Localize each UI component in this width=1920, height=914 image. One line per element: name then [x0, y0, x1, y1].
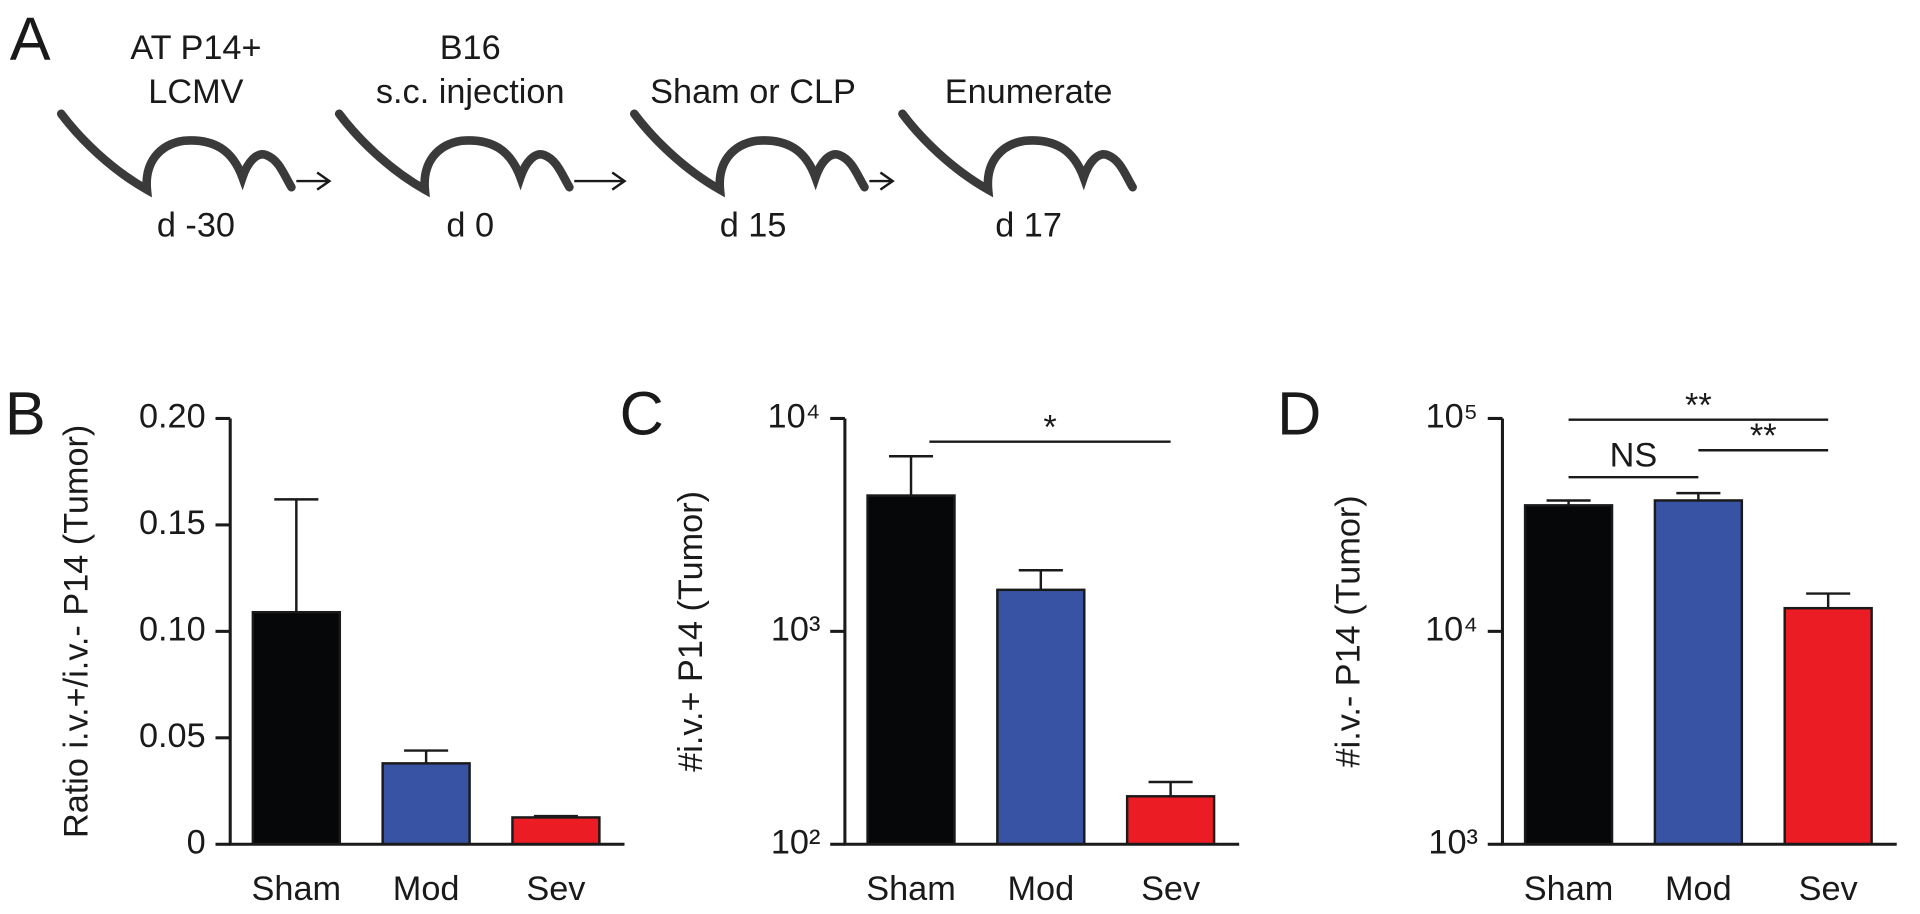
y-tick-label: 0.05 — [139, 717, 206, 755]
y-tick-label: 10³ — [1428, 823, 1478, 861]
panel-letter: D — [1277, 380, 1321, 448]
y-tick-label: 0.20 — [139, 398, 206, 436]
arrow-head — [879, 171, 895, 191]
mouse-icon — [898, 109, 1137, 198]
mouse-icon — [334, 109, 574, 198]
bar — [381, 762, 471, 846]
x-tick-label: Sev — [1799, 870, 1859, 908]
arrow-head — [611, 171, 627, 191]
x-tick-label: Mod — [1007, 870, 1074, 908]
mouse-icon — [56, 109, 296, 198]
y-tick-label: 0.15 — [139, 504, 206, 542]
bar — [866, 494, 956, 846]
x-tick-label: Sham — [866, 870, 956, 908]
arrow-head — [316, 171, 332, 191]
step-day: d 0 — [446, 207, 494, 245]
y-axis-label: #i.v.+ P14 (Tumor) — [672, 491, 710, 772]
step-label: LCMV — [148, 73, 243, 111]
step-label: Enumerate — [945, 73, 1113, 111]
step-label: AT P14+ — [130, 29, 261, 67]
step-label: s.c. injection — [376, 73, 565, 111]
bar — [1783, 606, 1873, 846]
mouse-icon — [630, 109, 869, 198]
y-tick-label: 0.10 — [139, 610, 206, 648]
x-tick-label: Sev — [526, 870, 586, 908]
step-day: d 17 — [995, 207, 1062, 245]
y-axis-label: #i.v.- P14 (Tumor) — [1330, 495, 1368, 767]
panel-letter: C — [620, 380, 664, 448]
significance-label: ** — [1685, 387, 1712, 425]
x-tick-label: Sham — [1524, 870, 1614, 908]
y-tick-label: 10⁵ — [1426, 398, 1478, 436]
step-label: B16 — [440, 29, 501, 67]
y-tick-label: 0 — [187, 823, 206, 861]
step-day: d 15 — [720, 207, 787, 245]
significance-label: NS — [1610, 437, 1658, 475]
y-tick-label: 10² — [771, 823, 821, 861]
panel-letter: A — [10, 5, 51, 73]
x-tick-label: Sev — [1141, 870, 1201, 908]
y-tick-label: 10⁴ — [1425, 610, 1478, 648]
bar — [996, 588, 1086, 846]
bar — [1523, 504, 1614, 846]
significance-label: ** — [1750, 417, 1777, 455]
bar — [511, 816, 601, 846]
bar — [251, 610, 342, 846]
y-tick-label: 10⁴ — [768, 398, 821, 436]
x-tick-label: Mod — [393, 870, 460, 908]
significance-label: * — [1043, 409, 1056, 447]
x-tick-label: Mod — [1665, 870, 1732, 908]
step-label: Sham or CLP — [650, 73, 856, 111]
bar — [1125, 795, 1216, 846]
bar — [1653, 499, 1744, 846]
step-day: d -30 — [157, 207, 235, 245]
y-tick-label: 10³ — [771, 610, 821, 648]
panel-letter: B — [5, 380, 46, 448]
x-tick-label: Sham — [252, 870, 342, 908]
y-axis-label: Ratio i.v.+/i.v.- P14 (Tumor) — [57, 425, 95, 838]
